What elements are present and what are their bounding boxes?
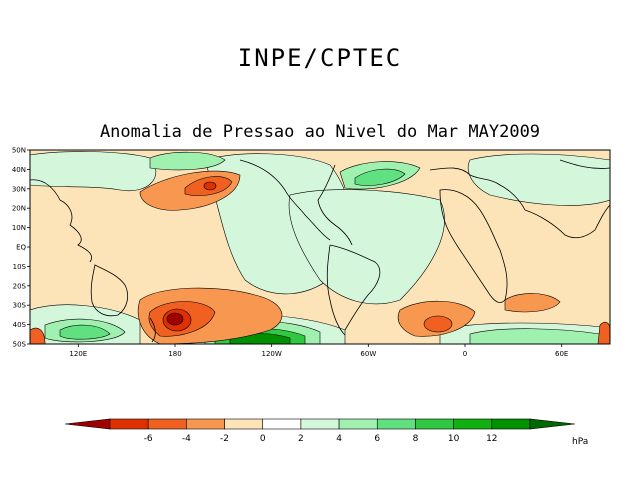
coast-north-america-west bbox=[239, 159, 331, 241]
coast-africa bbox=[439, 189, 508, 303]
coast-north-asia bbox=[559, 159, 610, 169]
page-title: INPE/CPTEC bbox=[237, 44, 403, 72]
colorbar-segment bbox=[338, 418, 378, 430]
lat-label: 50N bbox=[12, 147, 26, 155]
colorbar-segment bbox=[415, 418, 454, 430]
colorbar-segment bbox=[300, 418, 340, 430]
colorbar-high-arrow bbox=[529, 418, 576, 430]
coast-australia bbox=[90, 264, 129, 317]
lat-label: EQ bbox=[16, 244, 26, 252]
coast-south-asia bbox=[524, 204, 610, 239]
lon-label: 60W bbox=[360, 350, 376, 358]
lon-label: 120E bbox=[69, 350, 87, 358]
negative-peak-north-pacific bbox=[203, 181, 217, 191]
colorbar-tick-label: 8 bbox=[413, 434, 419, 444]
negative-region-west-edge bbox=[30, 327, 46, 344]
coast-east-asia bbox=[30, 179, 93, 263]
lon-label: 120W bbox=[262, 350, 282, 358]
colorbar-segment bbox=[224, 418, 264, 430]
colorbar-tick-label: -4 bbox=[182, 434, 191, 444]
positive-peak-southwest bbox=[59, 324, 111, 340]
lon-label: 60E bbox=[555, 350, 568, 358]
lat-label: 10N bbox=[12, 224, 26, 232]
lat-label: 20S bbox=[13, 282, 27, 290]
colorbar-tick-label: 6 bbox=[374, 434, 380, 444]
lat-label: 10S bbox=[13, 263, 27, 271]
colorbar-segment bbox=[186, 418, 225, 430]
colorbar-segment bbox=[376, 418, 416, 430]
colorbar-segment bbox=[147, 418, 187, 430]
lat-label: 40S bbox=[13, 321, 27, 329]
lat-label: 40N bbox=[12, 166, 26, 174]
colorbar-unit: hPa bbox=[572, 437, 588, 447]
colorbar-segment bbox=[453, 418, 493, 430]
negative-max-south-pacific bbox=[166, 312, 184, 326]
positive-peak-north-atlantic bbox=[354, 168, 406, 186]
colorbar-tick-label: 2 bbox=[298, 434, 304, 444]
colorbar-tick-label: 10 bbox=[448, 434, 460, 444]
colorbar: -6 -4 -2 0 2 4 6 8 10 12 hPa bbox=[64, 418, 588, 447]
colorbar-tick-label: 4 bbox=[336, 434, 342, 444]
colorbar-segment bbox=[491, 418, 531, 430]
negative-region-east-edge bbox=[597, 321, 610, 344]
coast-south-america-west bbox=[326, 244, 346, 336]
coastlines bbox=[30, 159, 610, 343]
lat-label: 30N bbox=[12, 185, 26, 193]
negative-region-indian-ocean bbox=[504, 293, 561, 313]
colorbar-tick-label: -2 bbox=[220, 434, 229, 444]
positive-region-atlantic bbox=[288, 189, 445, 305]
coast-south-america-east bbox=[329, 244, 381, 331]
colorbar-tick-label: 12 bbox=[486, 434, 497, 444]
lat-label: 50S bbox=[13, 341, 27, 349]
longitude-axis: 120E 180 120W 60W 0 60E bbox=[69, 344, 568, 358]
anomaly-field bbox=[30, 150, 610, 344]
colorbar-tick-label: -6 bbox=[144, 434, 153, 444]
latitude-axis: 50N 40N 30N 20N 10N EQ 10S 20S 30S 40S 50S bbox=[12, 147, 30, 349]
map-title: Anomalia de Pressao ao Nivel do Mar MAY2… bbox=[99, 122, 541, 142]
lat-label: 20N bbox=[12, 205, 26, 213]
negative-core-south-atlantic bbox=[423, 315, 453, 333]
coast-europe bbox=[429, 167, 526, 211]
colorbar-segment bbox=[109, 418, 149, 430]
coast-new-zealand bbox=[149, 317, 156, 343]
positive-core-north-pacific bbox=[149, 151, 226, 171]
colorbar-low-arrow bbox=[64, 418, 111, 430]
positive-region-northeast bbox=[467, 153, 610, 206]
positive-region-northwest bbox=[30, 151, 157, 192]
coast-north-america-east bbox=[317, 164, 353, 246]
lon-label: 180 bbox=[168, 350, 181, 358]
lat-label: 30S bbox=[13, 302, 27, 310]
lon-label: 0 bbox=[463, 350, 467, 358]
colorbar-tick-label: 0 bbox=[260, 434, 266, 444]
colorbar-segment bbox=[262, 418, 302, 430]
